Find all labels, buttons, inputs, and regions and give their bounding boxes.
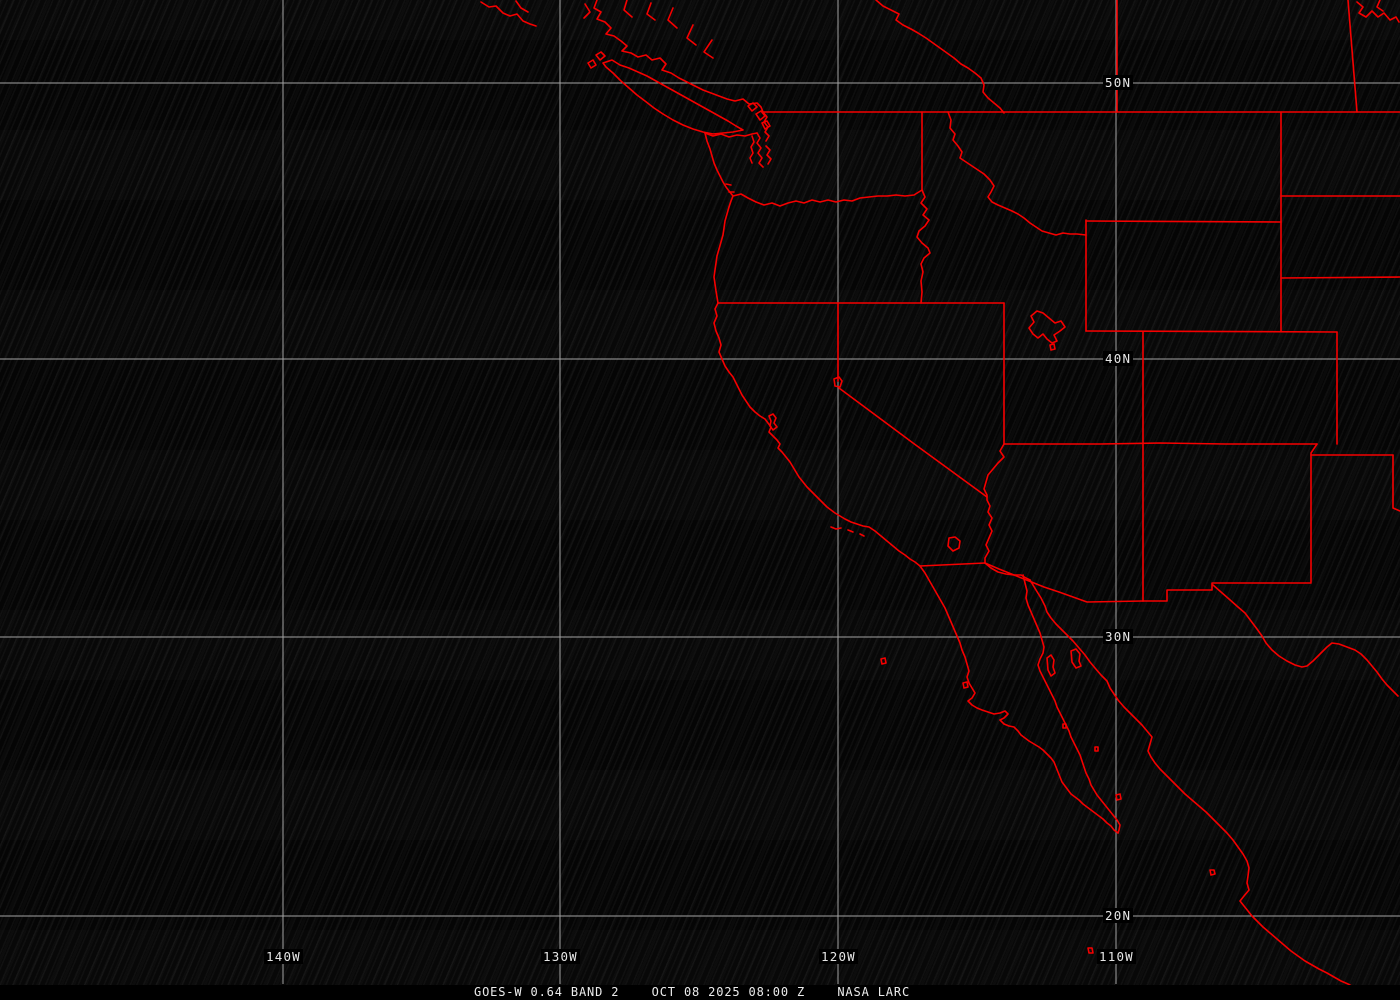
washington-oregon-columbia-river [732, 189, 923, 207]
newmexico-texas-border [1310, 443, 1318, 583]
washington-oregon-coast [704, 132, 734, 304]
puget-sound-main [756, 132, 764, 168]
isla-tiburon [1070, 648, 1082, 669]
lon-label-130W: 130W [541, 949, 580, 964]
utah-lake [1049, 343, 1056, 351]
colorado-river-delta [984, 562, 1031, 581]
montana-idaho-divide [947, 111, 1087, 236]
border-41n [1085, 330, 1338, 333]
bc-fjord-inlet-1 [623, 0, 633, 18]
grays-harbor-inlet [725, 183, 732, 186]
bc-fjord-inlet-6 [583, 3, 591, 19]
puget-sound-whidbey [762, 111, 770, 142]
bc-islands-spur [515, 0, 529, 13]
southdakota-nebraska-border [1280, 276, 1400, 279]
sonora-islet [1209, 869, 1216, 876]
san-juan-island-2 [755, 110, 766, 121]
bc-fjord-coast [593, 0, 764, 113]
montana-wyoming-border-45n [1085, 220, 1282, 223]
san-juan-island-3 [761, 120, 771, 130]
salton-sea [947, 536, 961, 552]
newmexico-mexico-bootheel [1142, 582, 1312, 602]
gulf-islet-2 [1094, 746, 1099, 752]
caption-bar [0, 985, 1400, 1000]
rio-grande [1212, 584, 1399, 697]
channel-island-1 [830, 526, 842, 530]
geo-boundary-overlay [480, 0, 1400, 1000]
arizona-mexico-border [984, 562, 1144, 603]
lat-label-40N: 40N [1103, 351, 1134, 366]
vancouver-island [602, 59, 744, 135]
california-mexico-border [919, 562, 986, 567]
lat-label-30N: 30N [1103, 629, 1134, 644]
san-francisco-bay [768, 413, 778, 431]
bc-fjord-inlet-3 [667, 7, 678, 29]
channel-island-2 [847, 529, 854, 533]
juan-de-fuca-south-shore [704, 132, 758, 138]
guadalupe-island [880, 657, 887, 665]
sonora-sinaloa-coast [1029, 579, 1375, 1000]
channel-island-3 [859, 533, 865, 537]
california-nevada-diagonal [838, 387, 988, 498]
saskatchewan-manitoba-border [1347, 0, 1358, 113]
manitoba-lakes [1356, 1, 1400, 23]
lon-label-110W: 110W [1097, 949, 1136, 964]
border-37n [1003, 442, 1318, 445]
san-juan-island-1 [747, 102, 758, 112]
lat-label-50N: 50N [1103, 75, 1134, 90]
lon-label-120W: 120W [819, 949, 858, 964]
image-caption: GOES-W 0.64 BAND 2 OCT 08 2025 08:00 Z N… [474, 985, 911, 999]
lon-label-140W: 140W [264, 949, 303, 964]
bc-alberta-divide [875, 0, 1005, 114]
islas-marias [1087, 947, 1094, 954]
bc-islands-northwest [480, 1, 537, 27]
isla-angel-de-la-guarda [1046, 654, 1056, 677]
vancouver-islet-1 [595, 51, 606, 61]
lake-tahoe [833, 376, 843, 388]
oregon-idaho-snake-river [916, 189, 931, 304]
bc-fjord-inlet-2 [646, 2, 656, 21]
puget-sound-hood-canal [749, 135, 755, 164]
gulf-islet-1 [1062, 723, 1067, 729]
texas-panhandle-east-border [1392, 454, 1400, 512]
great-salt-lake [1028, 310, 1066, 344]
isla-cedros [962, 681, 969, 689]
vancouver-islet-2 [587, 59, 597, 69]
baja-pacific-coast [919, 565, 1119, 834]
manitoba-lakes-spur [1376, 0, 1384, 12]
baja-gulf-coast [1022, 574, 1121, 834]
isla-cerralvo [1115, 793, 1122, 801]
lat-label-20N: 20N [1103, 908, 1134, 923]
bc-fjord-inlet-4 [686, 24, 697, 46]
puget-sound-channel [765, 145, 772, 165]
california-coast [713, 302, 921, 567]
bc-fjord-inlet-5 [703, 39, 714, 59]
colorado-river-nevada-arizona [983, 443, 1005, 564]
